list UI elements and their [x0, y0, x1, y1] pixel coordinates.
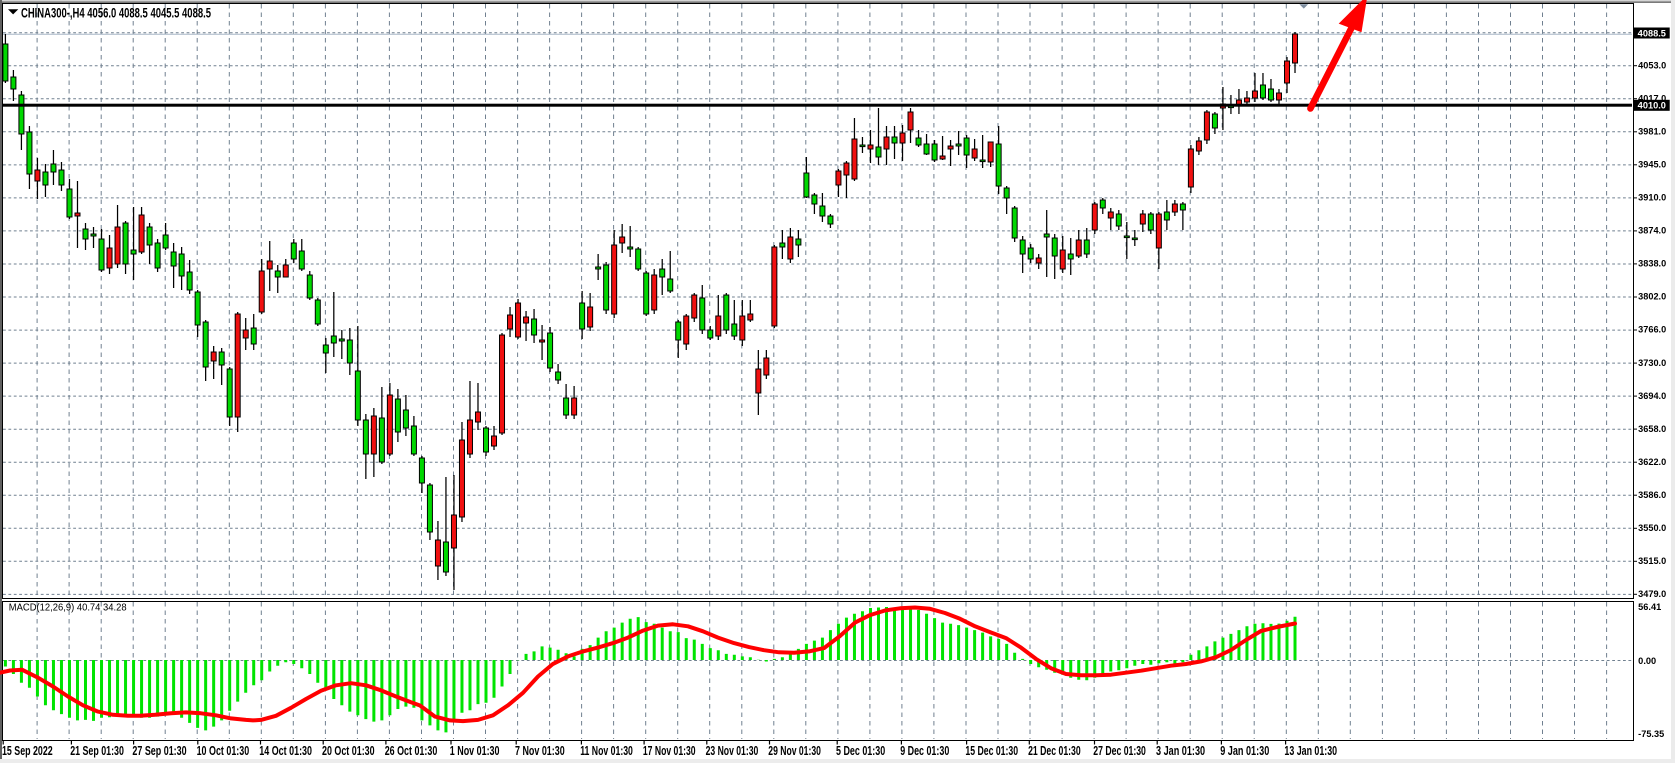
svg-text:29 Nov 01:30: 29 Nov 01:30 [768, 744, 821, 758]
svg-text:5 Dec 01:30: 5 Dec 01:30 [836, 744, 885, 758]
svg-text:3766.0: 3766.0 [1638, 325, 1666, 335]
svg-text:20 Oct 01:30: 20 Oct 01:30 [322, 744, 375, 758]
svg-text:10 Oct 01:30: 10 Oct 01:30 [197, 744, 250, 758]
svg-text:7 Nov 01:30: 7 Nov 01:30 [515, 744, 565, 758]
svg-text:MACD(12,26,9) 40.74 34.28: MACD(12,26,9) 40.74 34.28 [9, 603, 127, 614]
svg-text:3586.0: 3586.0 [1638, 490, 1666, 500]
svg-text:1 Nov 01:30: 1 Nov 01:30 [450, 744, 500, 758]
svg-text:3622.0: 3622.0 [1638, 457, 1666, 467]
svg-text:CHINA300-,H4 4056.0 4088.5 40: CHINA300-,H4 4056.0 4088.5 4045.5 4088.5 [21, 5, 211, 21]
svg-text:9 Dec 01:30: 9 Dec 01:30 [900, 744, 949, 758]
svg-text:3515.0: 3515.0 [1638, 556, 1666, 566]
svg-text:26 Oct 01:30: 26 Oct 01:30 [385, 744, 438, 758]
svg-text:27 Dec 01:30: 27 Dec 01:30 [1093, 744, 1146, 758]
svg-text:9 Jan 01:30: 9 Jan 01:30 [1220, 744, 1269, 758]
svg-text:17 Nov 01:30: 17 Nov 01:30 [643, 744, 696, 758]
svg-text:4053.0: 4053.0 [1638, 60, 1666, 70]
svg-text:3910.0: 3910.0 [1638, 193, 1666, 203]
svg-text:3 Jan 01:30: 3 Jan 01:30 [1156, 744, 1205, 758]
svg-text:21 Sep 01:30: 21 Sep 01:30 [70, 744, 124, 758]
svg-text:0.00: 0.00 [1638, 656, 1656, 666]
svg-text:4088.5: 4088.5 [1638, 28, 1666, 38]
svg-text:3730.0: 3730.0 [1638, 358, 1666, 368]
svg-text:21 Dec 01:30: 21 Dec 01:30 [1028, 744, 1081, 758]
svg-text:3981.0: 3981.0 [1638, 127, 1666, 137]
svg-text:23 Nov 01:30: 23 Nov 01:30 [706, 744, 759, 758]
svg-text:4017.0: 4017.0 [1638, 93, 1666, 103]
svg-text:3694.0: 3694.0 [1638, 391, 1666, 401]
svg-text:3945.0: 3945.0 [1638, 160, 1666, 170]
svg-text:3479.0: 3479.0 [1638, 589, 1666, 599]
svg-text:3802.0: 3802.0 [1638, 292, 1666, 302]
svg-text:3550.0: 3550.0 [1638, 523, 1666, 533]
svg-text:56.41: 56.41 [1638, 602, 1661, 612]
svg-text:15 Dec 01:30: 15 Dec 01:30 [965, 744, 1018, 758]
svg-text:4010.0: 4010.0 [1638, 101, 1666, 111]
svg-text:3874.0: 3874.0 [1638, 226, 1666, 236]
svg-text:11 Nov 01:30: 11 Nov 01:30 [580, 744, 633, 758]
svg-text:3658.0: 3658.0 [1638, 424, 1666, 434]
svg-text:3838.0: 3838.0 [1638, 259, 1666, 269]
svg-text:14 Oct 01:30: 14 Oct 01:30 [259, 744, 312, 758]
svg-text:13 Jan 01:30: 13 Jan 01:30 [1284, 744, 1337, 758]
svg-text:-75.35: -75.35 [1638, 729, 1664, 739]
svg-text:27 Sep 01:30: 27 Sep 01:30 [132, 744, 186, 758]
svg-text:15 Sep 2022: 15 Sep 2022 [2, 744, 53, 758]
